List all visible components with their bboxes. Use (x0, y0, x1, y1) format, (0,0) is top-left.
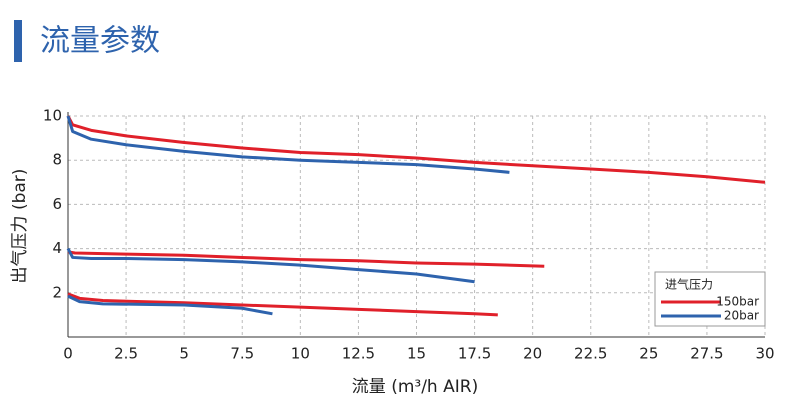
y-axis-label: 出气压力 (bar) (10, 169, 30, 284)
legend-title: 进气压力 (665, 277, 713, 292)
series-line (66, 247, 475, 284)
y-tick-label: 6 (52, 195, 62, 213)
x-tick-label: 20 (523, 345, 542, 363)
x-tick-label: 2.5 (114, 345, 138, 363)
x-axis-label: 流量 (m³/h AIR) (352, 377, 478, 397)
x-tick-label: 27.5 (690, 345, 723, 363)
x-tick-label: 0 (63, 345, 73, 363)
series-line (67, 294, 273, 316)
y-tick-label: 8 (52, 151, 62, 169)
legend-label: 20bar (724, 309, 759, 323)
y-tick-label: 10 (43, 107, 62, 125)
series-line (66, 115, 510, 174)
x-tick-label: 30 (755, 345, 774, 363)
y-tick-label: 4 (52, 239, 62, 257)
legend-label: 150bar (716, 295, 759, 309)
series-line (66, 115, 766, 184)
series-line (67, 250, 545, 268)
x-tick-label: 7.5 (230, 345, 254, 363)
x-tick-label: 5 (179, 345, 189, 363)
x-tick-label: 15 (407, 345, 426, 363)
title-bar (14, 20, 22, 62)
x-tick-label: 17.5 (458, 345, 491, 363)
y-tick-label: 2 (52, 283, 62, 301)
x-tick-label: 12.5 (342, 345, 375, 363)
x-tick-label: 22.5 (574, 345, 607, 363)
page-title: 流量参数 (40, 24, 160, 59)
x-tick-label: 10 (291, 345, 310, 363)
x-tick-label: 25 (639, 345, 658, 363)
series-line (67, 292, 498, 317)
